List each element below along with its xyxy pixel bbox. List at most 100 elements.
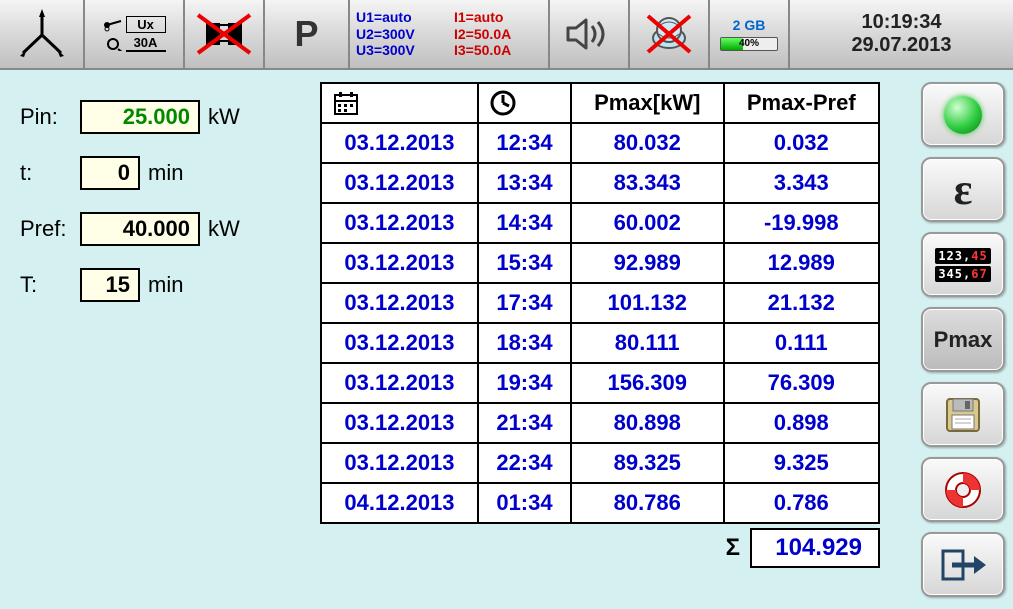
cell-date: 04.12.2013 <box>321 483 478 523</box>
cell-date: 03.12.2013 <box>321 403 478 443</box>
epsilon-icon: ε <box>954 164 973 215</box>
col-diff: Pmax-Pref <box>724 83 880 123</box>
tcap-field[interactable]: 15 <box>80 268 140 302</box>
sigma-label: Σ <box>726 534 740 562</box>
u3-value: U3=300V <box>356 42 444 59</box>
cell-pmax: 80.898 <box>571 403 724 443</box>
cell-time: 19:34 <box>478 363 571 403</box>
exit-arrow-icon <box>940 548 986 582</box>
table-row: 03.12.201319:34156.30976.309 <box>321 363 879 403</box>
status-led-icon <box>944 96 982 134</box>
cell-date: 03.12.2013 <box>321 323 478 363</box>
voltage-range: Ux <box>126 16 166 33</box>
cell-date: 03.12.2013 <box>321 283 478 323</box>
cell-time: 12:34 <box>478 123 571 163</box>
table-row: 03.12.201314:3460.002-19.998 <box>321 203 879 243</box>
cell-time: 22:34 <box>478 443 571 483</box>
cell-time: 15:34 <box>478 243 571 283</box>
i2-value: I2=50.0A <box>454 26 542 43</box>
cell-diff: -19.998 <box>724 203 880 243</box>
save-button[interactable] <box>921 382 1005 447</box>
data-panel: Pmax[kW] Pmax-Pref 03.12.201312:3480.032… <box>320 70 913 609</box>
clock-date: 29.07.2013 <box>851 34 951 57</box>
col-time-icon <box>478 83 571 123</box>
pin-label: Pin: <box>20 104 80 130</box>
ct-disabled-icon[interactable] <box>185 0 265 68</box>
connection-star-icon[interactable] <box>0 0 85 68</box>
pmax-button-label: Pmax <box>934 327 993 353</box>
cell-pmax: 80.032 <box>571 123 724 163</box>
exit-button[interactable] <box>921 532 1005 597</box>
top-toolbar: Ux 30A P U1=auto I1=auto U2=300V I2=50.0… <box>0 0 1013 70</box>
lifebuoy-icon <box>942 469 984 511</box>
cell-diff: 76.309 <box>724 363 880 403</box>
u2-value: U2=300V <box>356 26 444 43</box>
table-row: 04.12.201301:3480.7860.786 <box>321 483 879 523</box>
counter-icon: 123,45 345,67 <box>935 248 990 282</box>
i3-value: I3=50.0A <box>454 42 542 59</box>
cell-pmax: 92.989 <box>571 243 724 283</box>
cell-diff: 0.898 <box>724 403 880 443</box>
cell-pmax: 60.002 <box>571 203 724 243</box>
table-row: 03.12.201312:3480.0320.032 <box>321 123 879 163</box>
clock: 10:19:34 29.07.2013 <box>790 0 1013 68</box>
cell-diff: 0.111 <box>724 323 880 363</box>
table-row: 03.12.201318:3480.1110.111 <box>321 323 879 363</box>
cell-time: 17:34 <box>478 283 571 323</box>
pin-field[interactable]: 25.000 <box>80 100 200 134</box>
cell-pmax: 156.309 <box>571 363 724 403</box>
cell-date: 03.12.2013 <box>321 203 478 243</box>
pref-unit: kW <box>208 216 240 242</box>
memory-bar: 40% <box>720 37 778 51</box>
pin-unit: kW <box>208 104 240 130</box>
pmax-table: Pmax[kW] Pmax-Pref 03.12.201312:3480.032… <box>320 82 880 524</box>
tcap-label: T: <box>20 272 80 298</box>
network-disabled-icon[interactable] <box>630 0 710 68</box>
pref-label: Pref: <box>20 216 80 242</box>
pmax-button[interactable]: Pmax <box>921 307 1005 372</box>
t-label: t: <box>20 160 80 186</box>
status-button[interactable] <box>921 82 1005 147</box>
cell-time: 18:34 <box>478 323 571 363</box>
cell-pmax: 80.111 <box>571 323 724 363</box>
table-row: 03.12.201317:34101.13221.132 <box>321 283 879 323</box>
u1-value: U1=auto <box>356 9 444 26</box>
pref-field[interactable]: 40.000 <box>80 212 200 246</box>
cell-diff: 21.132 <box>724 283 880 323</box>
floppy-disk-icon <box>943 395 983 435</box>
cell-date: 03.12.2013 <box>321 363 478 403</box>
t-field[interactable]: 0 <box>80 156 140 190</box>
cell-pmax: 89.325 <box>571 443 724 483</box>
parameters-panel: Pin: 25.000 kW t: 0 min Pref: 40.000 kW … <box>0 70 320 609</box>
mode-label[interactable]: P <box>265 0 350 68</box>
cell-time: 13:34 <box>478 163 571 203</box>
cell-diff: 3.343 <box>724 163 880 203</box>
table-row: 03.12.201313:3483.3433.343 <box>321 163 879 203</box>
cell-pmax: 80.786 <box>571 483 724 523</box>
col-pmax: Pmax[kW] <box>571 83 724 123</box>
side-buttons: ε 123,45 345,67 Pmax <box>913 70 1013 609</box>
cell-pmax: 101.132 <box>571 283 724 323</box>
cell-time: 21:34 <box>478 403 571 443</box>
clock-time: 10:19:34 <box>861 11 941 34</box>
tcap-unit: min <box>148 272 183 298</box>
table-row: 03.12.201315:3492.98912.989 <box>321 243 879 283</box>
t-unit: min <box>148 160 183 186</box>
range-selector[interactable]: Ux 30A <box>85 0 185 68</box>
ui-readings: U1=auto I1=auto U2=300V I2=50.0A U3=300V… <box>350 0 550 68</box>
counter-button[interactable]: 123,45 345,67 <box>921 232 1005 297</box>
speaker-icon[interactable] <box>550 0 630 68</box>
memory-percent: 40% <box>721 38 777 50</box>
i1-value: I1=auto <box>454 9 542 26</box>
cell-diff: 0.032 <box>724 123 880 163</box>
cell-date: 03.12.2013 <box>321 163 478 203</box>
current-range: 30A <box>126 35 166 52</box>
cell-time: 01:34 <box>478 483 571 523</box>
cell-diff: 9.325 <box>724 443 880 483</box>
memory-status: 2 GB 40% <box>710 0 790 68</box>
help-button[interactable] <box>921 457 1005 522</box>
cell-time: 14:34 <box>478 203 571 243</box>
epsilon-button[interactable]: ε <box>921 157 1005 222</box>
sum-value: 104.929 <box>750 528 880 568</box>
col-date-icon <box>321 83 478 123</box>
